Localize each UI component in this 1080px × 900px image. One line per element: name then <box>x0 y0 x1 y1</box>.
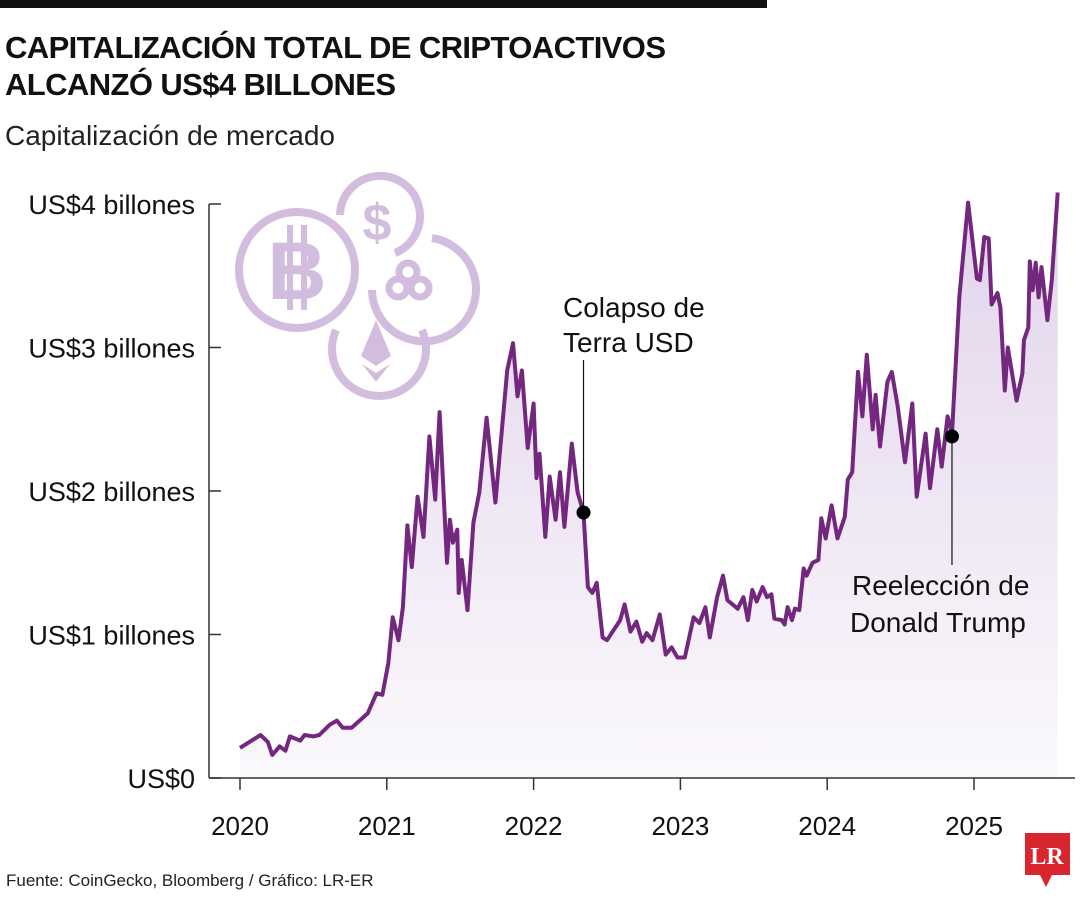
top-rule <box>0 0 767 8</box>
area-fill <box>240 192 1058 778</box>
annotation-text: Donald Trump <box>850 607 1026 638</box>
annotation-marker <box>576 505 591 520</box>
crypto-icons: B $ <box>235 171 480 400</box>
y-tick-label: US$1 billones <box>28 621 195 651</box>
svg-text:B: B <box>267 226 326 317</box>
chart-title-line-2: ALCANZÓ US$4 BILLONES <box>5 67 396 102</box>
y-tick-label: US$0 <box>127 764 195 794</box>
x-tick-label: 2021 <box>358 811 416 841</box>
chart-title-line-1: CAPITALIZACIÓN TOTAL DE CRIPTOACTIVOS <box>5 30 666 65</box>
x-tick-label: 2024 <box>798 811 856 841</box>
x-tick-label: 2020 <box>211 811 269 841</box>
annotation-text: Colapso de <box>563 292 705 323</box>
x-tick-label: 2022 <box>505 811 563 841</box>
crypto-coin-icon <box>368 234 480 346</box>
y-tick-label: US$4 billones <box>28 190 195 220</box>
source-note: Fuente: CoinGecko, Bloomberg / Gráfico: … <box>6 871 374 890</box>
svg-text:$: $ <box>363 194 392 252</box>
y-tick-label: US$2 billones <box>28 477 195 507</box>
x-tick-label: 2025 <box>945 811 1003 841</box>
annotation-text: Terra USD <box>563 327 694 358</box>
dollar-coin-icon: $ <box>336 171 424 257</box>
annotation-text: Reelección de <box>852 570 1029 601</box>
y-tick-label: US$3 billones <box>28 334 195 364</box>
x-tick-label: 2023 <box>651 811 709 841</box>
annotation-marker <box>944 429 959 444</box>
chart-subtitle: Capitalización de mercado <box>5 120 335 151</box>
bitcoin-coin-icon: B <box>235 208 359 332</box>
ethereum-coin-icon <box>328 320 430 400</box>
